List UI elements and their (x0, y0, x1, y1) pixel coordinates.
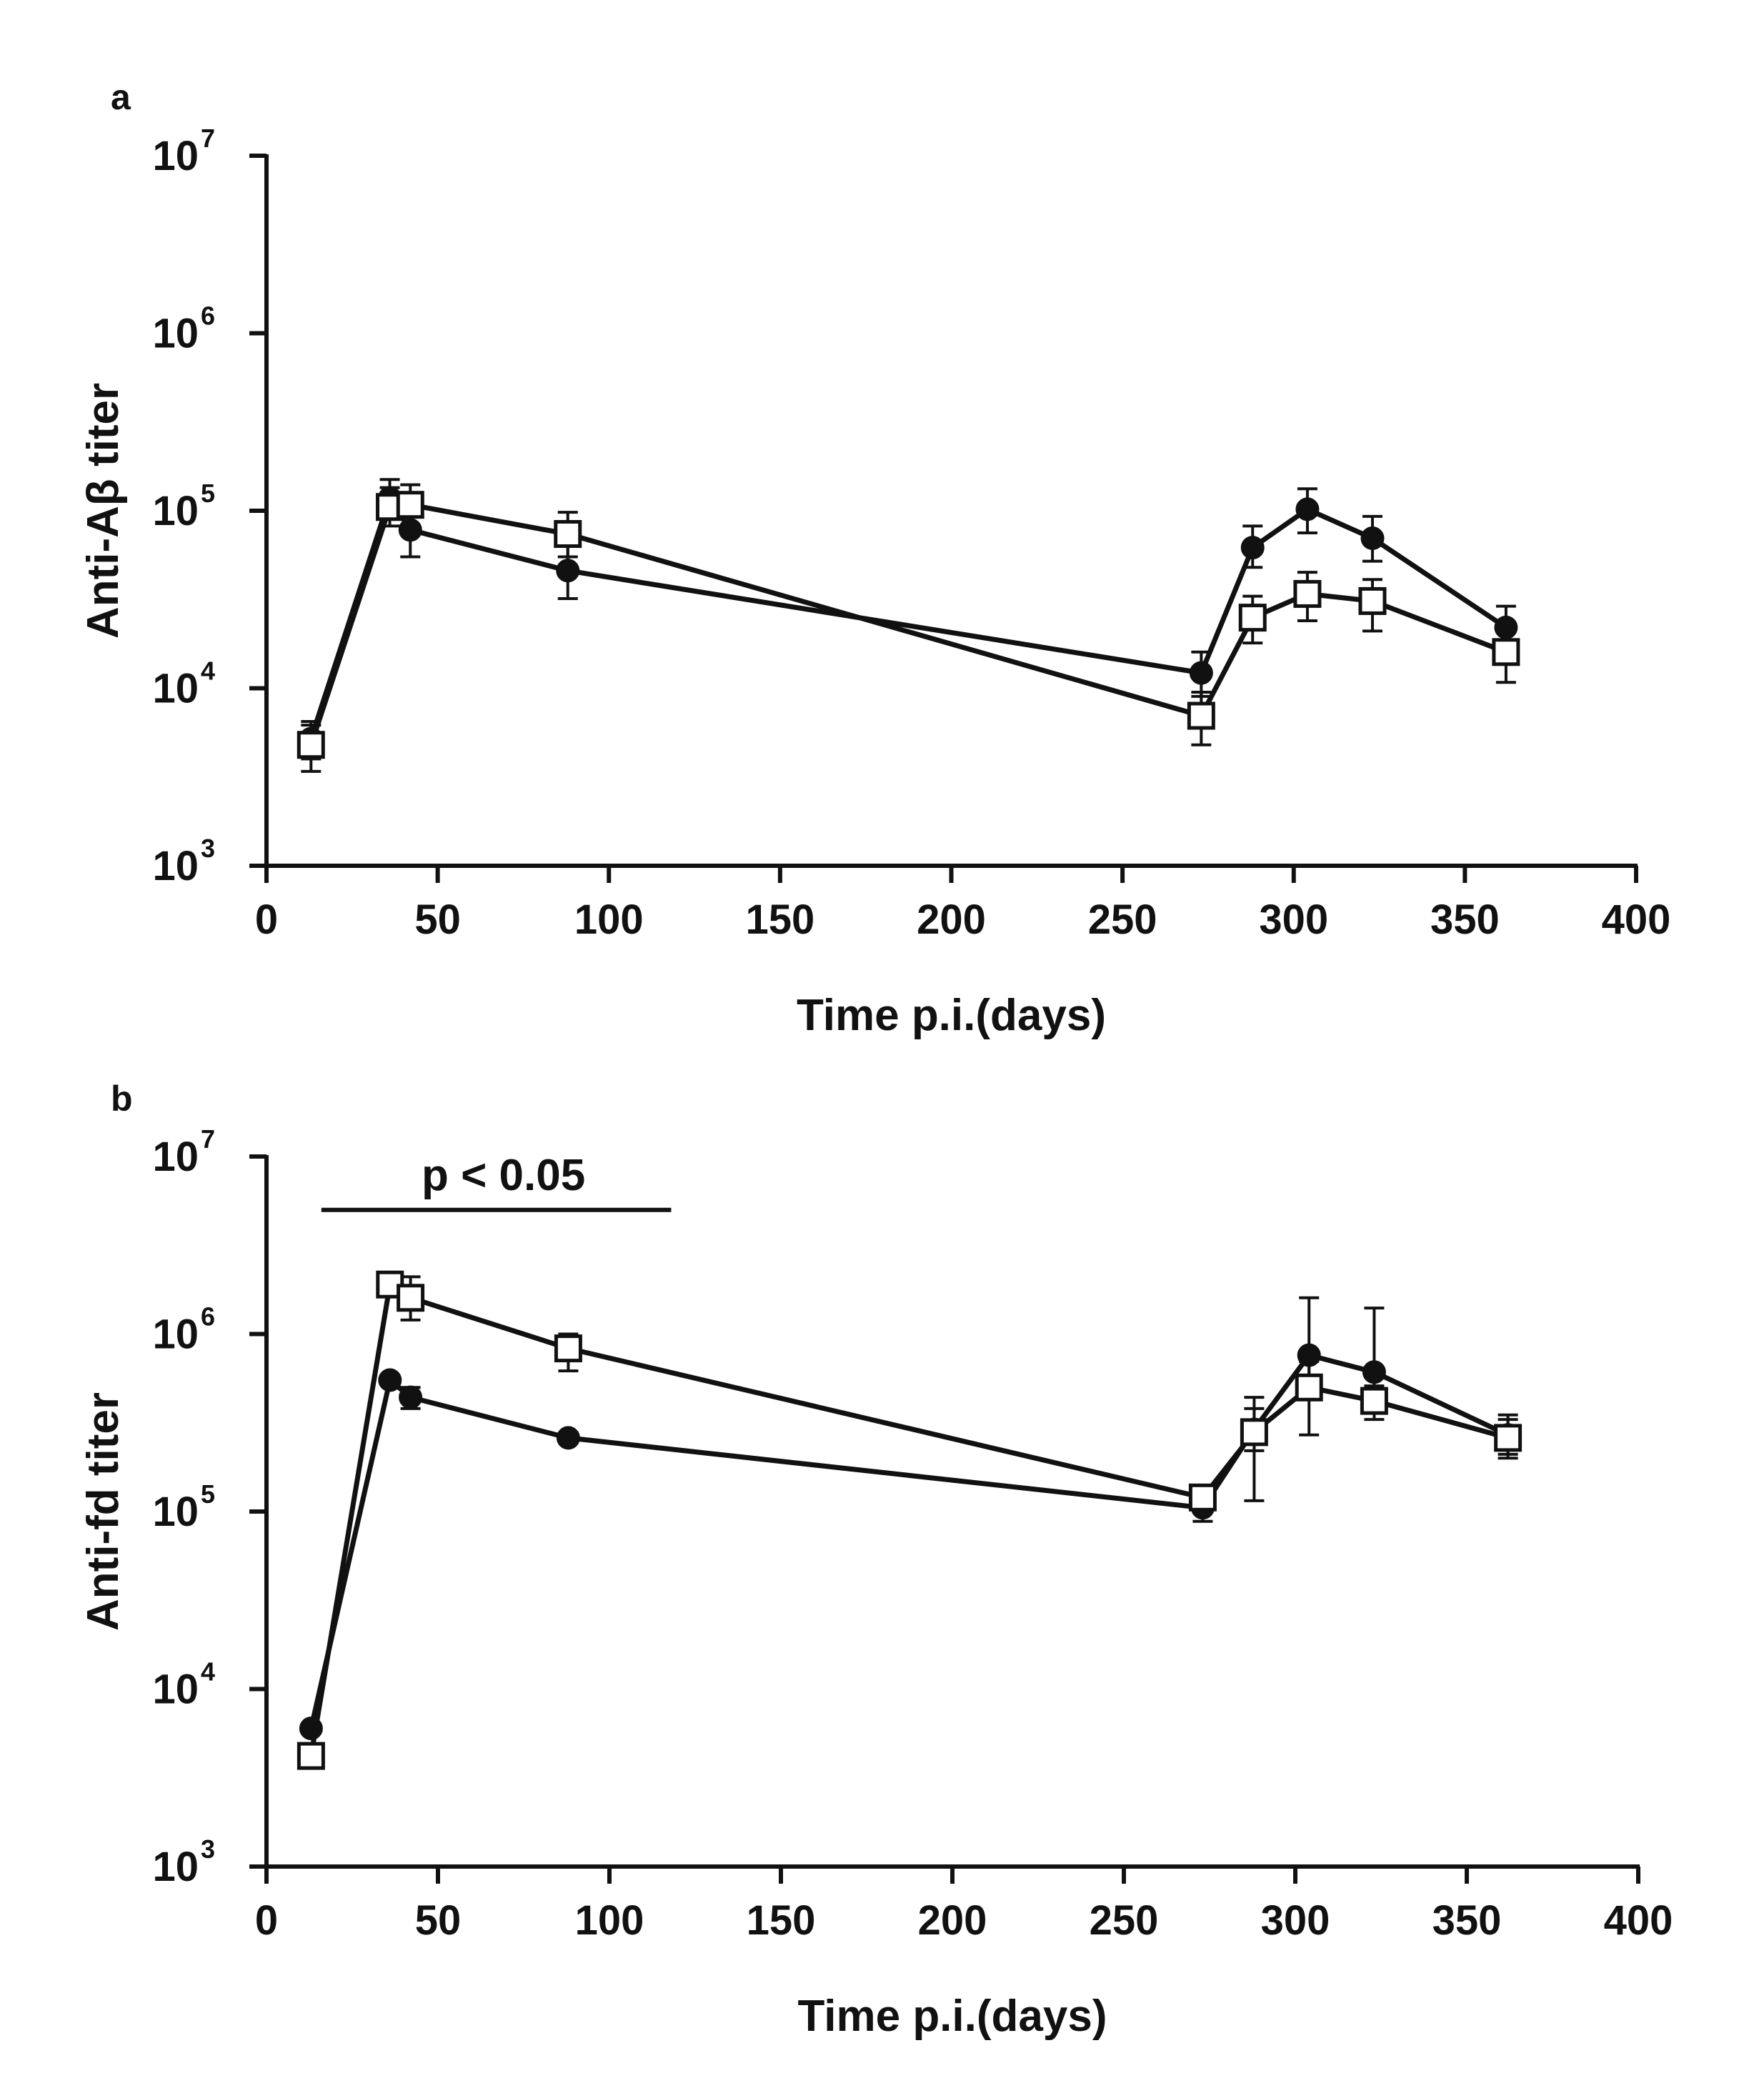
data-point-square (1494, 1424, 1523, 1452)
data-point-circle (1360, 526, 1385, 550)
data-point-square (397, 1284, 425, 1312)
data-point-square (297, 1742, 325, 1770)
data-point-circle (556, 1426, 580, 1450)
x-tick-label: 350 (1430, 896, 1500, 943)
panel-label: a (111, 77, 131, 117)
series-square (297, 483, 1520, 773)
significance-label: p < 0.05 (422, 1151, 585, 1200)
x-tick-label: 250 (1088, 896, 1157, 943)
data-point-square (554, 519, 582, 548)
x-tick-label: 250 (1090, 1897, 1159, 1944)
data-point-square (1240, 1418, 1268, 1447)
data-point-square (1492, 638, 1520, 666)
x-tick-label: 300 (1261, 1897, 1330, 1944)
y-tick-label-exponent: 7 (201, 124, 215, 153)
x-axis-title: Time p.i.(days) (798, 1992, 1107, 2041)
data-point-square (1360, 1387, 1388, 1415)
data-point-circle (378, 1368, 402, 1392)
data-point-square (1188, 1483, 1217, 1512)
data-point-circle (399, 1385, 423, 1409)
y-tick-label-exponent: 6 (201, 1302, 215, 1332)
y-tick-label-exponent: 4 (201, 656, 215, 686)
y-tick-label-base: 10 (152, 311, 199, 357)
x-tick-label: 200 (918, 1897, 987, 1944)
y-tick-label-exponent: 4 (201, 1657, 215, 1687)
y-tick-label-exponent: 3 (201, 1834, 215, 1864)
x-tick-label: 150 (747, 1897, 816, 1944)
data-point-square (1238, 604, 1267, 632)
y-tick-label-exponent: 6 (201, 301, 215, 331)
y-tick-label-base: 10 (152, 666, 199, 712)
data-point-square (1293, 579, 1322, 608)
data-point-square (1358, 586, 1387, 615)
data-point-circle (556, 559, 580, 583)
x-axis-title: Time p.i.(days) (797, 991, 1106, 1040)
x-tick-label: 350 (1432, 1897, 1502, 1944)
y-tick-label-base: 10 (152, 1134, 199, 1180)
y-tick-label-exponent: 3 (201, 834, 215, 863)
y-tick-label-base: 10 (152, 1312, 199, 1358)
y-tick-label-base: 10 (152, 1667, 199, 1713)
y-axis-title: Anti-Aβ titer (79, 383, 128, 639)
y-tick-label-base: 10 (152, 1844, 199, 1890)
y-tick-label-exponent: 5 (201, 1479, 215, 1509)
x-tick-label: 50 (414, 896, 461, 943)
x-tick-label: 400 (1604, 1897, 1673, 1944)
x-tick-label: 200 (917, 896, 986, 943)
x-tick-label: 50 (415, 1897, 462, 1944)
data-point-circle (1240, 536, 1265, 560)
data-point-circle (1362, 1360, 1386, 1384)
x-tick-label: 100 (575, 1897, 644, 1944)
data-point-square (554, 1334, 582, 1363)
y-axis-title: Anti-fd titer (79, 1392, 128, 1631)
y-tick-label-base: 10 (152, 843, 199, 889)
x-tick-label: 100 (574, 896, 644, 943)
data-point-square (1187, 701, 1215, 730)
data-point-circle (1189, 661, 1213, 685)
data-point-square (396, 491, 424, 519)
series-square (297, 1270, 1523, 1770)
y-tick-label-base: 10 (152, 488, 199, 534)
panel-label: b (111, 1079, 133, 1119)
y-tick-label-base: 10 (152, 133, 199, 179)
x-tick-label: 400 (1602, 896, 1671, 943)
x-tick-label: 150 (745, 896, 814, 943)
x-tick-label: 0 (255, 896, 278, 943)
y-tick-label-base: 10 (152, 1489, 199, 1535)
x-tick-label: 0 (255, 1897, 278, 1944)
y-tick-label-exponent: 5 (201, 479, 215, 508)
x-tick-label: 300 (1259, 896, 1328, 943)
y-tick-label-exponent: 7 (201, 1124, 215, 1154)
data-point-square (297, 731, 325, 759)
data-point-square (1295, 1373, 1323, 1402)
data-point-circle (1295, 497, 1320, 521)
